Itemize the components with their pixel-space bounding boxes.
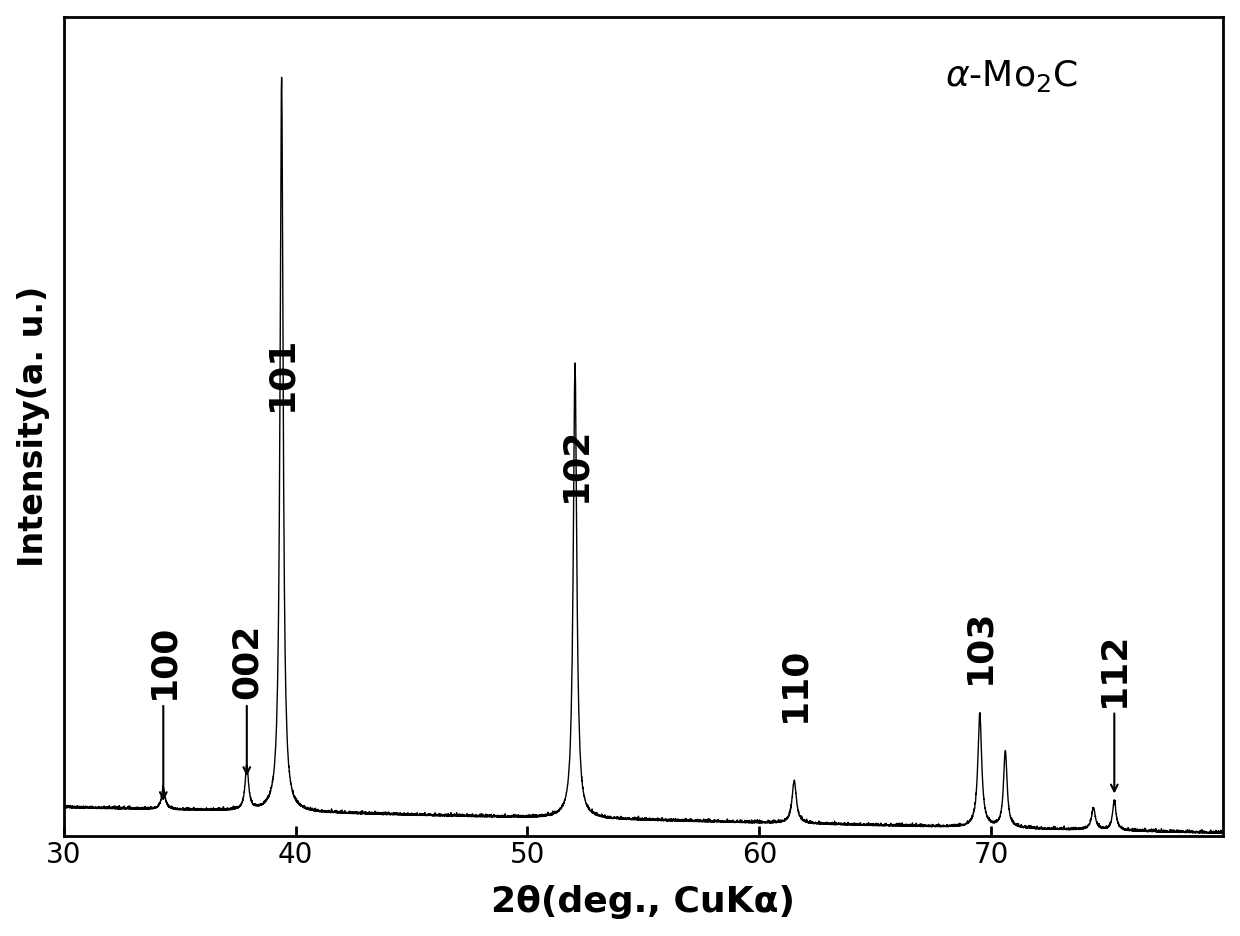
Text: 110: 110 <box>777 647 811 722</box>
Y-axis label: Intensity(a. u.): Intensity(a. u.) <box>16 285 50 567</box>
Text: $\alpha$-Mo$_2$C: $\alpha$-Mo$_2$C <box>945 58 1078 94</box>
Text: 002: 002 <box>229 624 264 699</box>
Text: 101: 101 <box>264 336 299 411</box>
Text: 100: 100 <box>146 624 180 699</box>
X-axis label: 2θ(deg., CuKα): 2θ(deg., CuKα) <box>491 885 795 919</box>
Text: 102: 102 <box>558 427 591 502</box>
Text: 112: 112 <box>1097 632 1131 707</box>
Text: 103: 103 <box>962 608 997 684</box>
